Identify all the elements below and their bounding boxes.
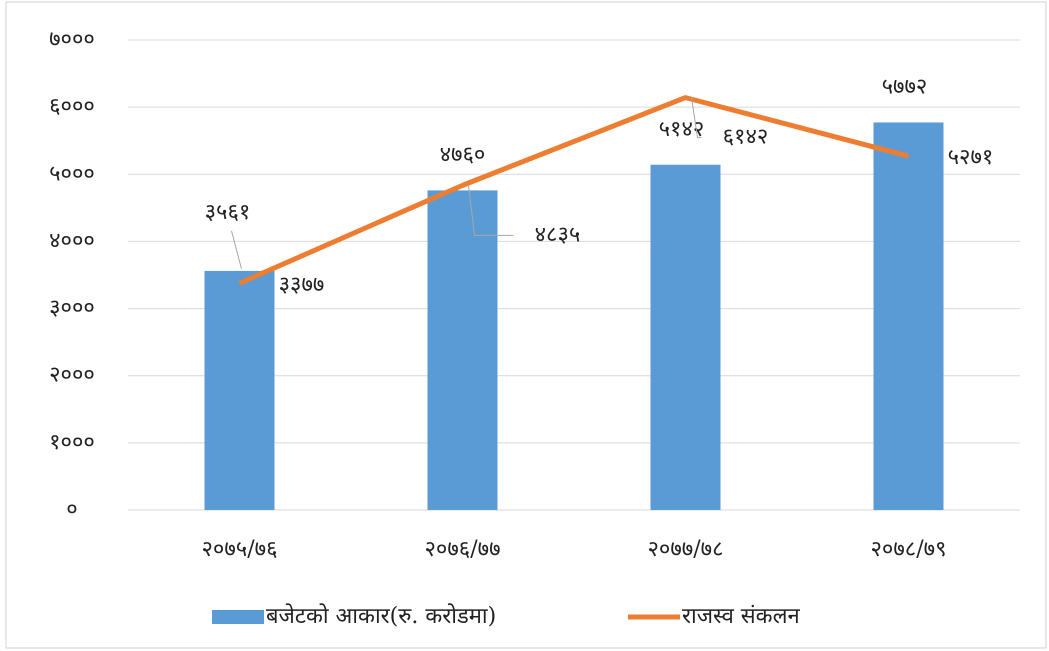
chart-border: [5, 1, 1047, 649]
data-label: ३५६१: [205, 200, 251, 225]
legend-label: बजेटको आकार(रु. करोडमा): [266, 603, 496, 629]
data-label: ४७६०: [440, 142, 486, 167]
bar: [873, 122, 944, 511]
y-tick-label: ४०००: [49, 228, 95, 253]
legend-label: राजस्व संकलन: [682, 604, 800, 629]
y-tick-label: ३०००: [49, 296, 95, 321]
data-label: ६१४२: [723, 125, 769, 150]
y-tick-label: १०००: [49, 430, 95, 455]
x-tick-label: २०७८/७९: [870, 537, 946, 562]
x-tick-label: २०७५/७६: [201, 537, 277, 562]
leader-line: [468, 185, 514, 236]
x-tick-label: २०७६/७७: [424, 537, 500, 562]
bar: [204, 270, 275, 510]
line-series: [238, 95, 910, 286]
y-tick-label: ६०००: [49, 94, 95, 119]
data-label: ५२७१: [948, 145, 994, 170]
y-tick-label: ०: [66, 497, 77, 522]
bar: [650, 164, 721, 510]
bar: [427, 190, 498, 510]
data-label: ४८३५: [535, 222, 581, 247]
legend-swatch: [212, 610, 264, 624]
data-label: ३३७७: [279, 272, 325, 297]
y-tick-label: २०००: [49, 363, 95, 388]
data-label: ५७७२: [882, 74, 928, 99]
leader-line: [691, 97, 702, 139]
data-label: ५१४२: [659, 117, 705, 142]
leader-line: [231, 230, 242, 270]
y-tick-label: ५०००: [49, 161, 95, 186]
x-tick-label: २०७७/७८: [647, 537, 723, 562]
y-tick-label: ७०००: [49, 27, 95, 52]
